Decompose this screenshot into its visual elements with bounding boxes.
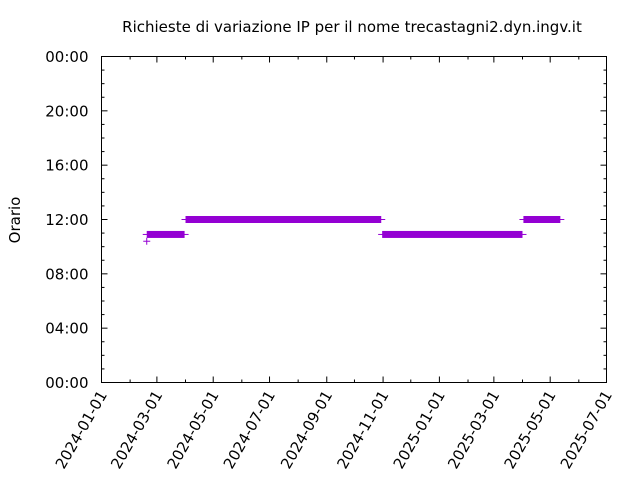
y-tick-label: 00:00: [45, 48, 88, 66]
x-tick-label: 2024-11-01: [333, 388, 392, 473]
data-series: [142, 216, 565, 245]
x-tick-labels: 2024-01-012024-03-012024-05-012024-07-01…: [52, 388, 616, 473]
data-run: [185, 216, 382, 223]
data-point: [143, 237, 151, 245]
axis-ticks: [101, 56, 607, 383]
chart-title: Richieste di variazione IP per il nome t…: [122, 18, 582, 36]
y-tick-label: 08:00: [45, 265, 88, 283]
x-tick-label: 2024-09-01: [277, 388, 336, 473]
data-run: [382, 230, 523, 238]
x-tick-label: 2024-01-01: [52, 388, 111, 473]
x-tick-label: 2024-03-01: [107, 388, 166, 473]
y-tick-labels: 00:00 04:00 08:00 12:00 16:00 20:00 00:00: [45, 48, 88, 392]
data-run: [523, 216, 561, 223]
x-tick-label: 2025-03-01: [444, 388, 503, 473]
y-axis-label: Orario: [6, 197, 24, 244]
data-run: [146, 230, 185, 238]
x-tick-label: 2025-05-01: [500, 388, 559, 473]
y-tick-label: 04:00: [45, 320, 88, 338]
y-tick-label: 20:00: [45, 102, 88, 120]
x-tick-label: 2025-01-01: [390, 388, 449, 473]
y-tick-label: 12:00: [45, 211, 88, 229]
x-tick-label: 2024-05-01: [163, 388, 222, 473]
y-tick-label: 16:00: [45, 157, 88, 175]
y-tick-label: 00:00: [45, 374, 88, 392]
x-tick-label: 2024-07-01: [220, 388, 279, 473]
x-tick-label: 2025-07-01: [557, 388, 616, 473]
